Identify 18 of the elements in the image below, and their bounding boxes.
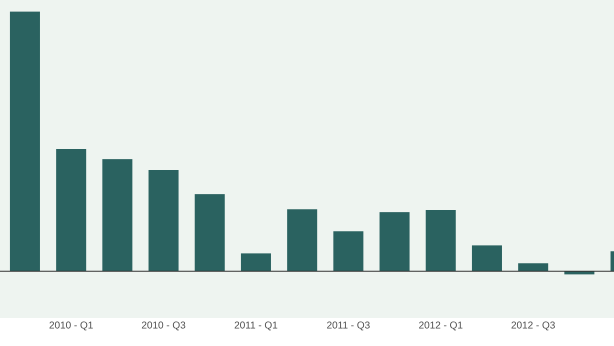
bar <box>148 170 179 272</box>
bar <box>240 253 271 272</box>
bar <box>518 263 548 272</box>
x-tick-label: 2010 - Q1 <box>49 322 93 330</box>
bar <box>10 12 40 272</box>
bar <box>333 231 364 272</box>
bar <box>426 210 456 272</box>
bar <box>194 194 225 272</box>
bar <box>102 159 132 272</box>
bar <box>380 212 410 272</box>
x-tick-label: 2010 - Q3 <box>142 322 186 330</box>
bar <box>287 209 318 272</box>
x-tick-label: 2011 - Q1 <box>234 322 278 330</box>
x-tick-label: 2011 - Q3 <box>327 322 370 330</box>
bar <box>472 245 502 272</box>
x-tick-label: 2012 - Q1 <box>419 322 462 330</box>
bar <box>56 149 86 272</box>
x-tick-label: 2012 - Q3 <box>512 322 555 330</box>
